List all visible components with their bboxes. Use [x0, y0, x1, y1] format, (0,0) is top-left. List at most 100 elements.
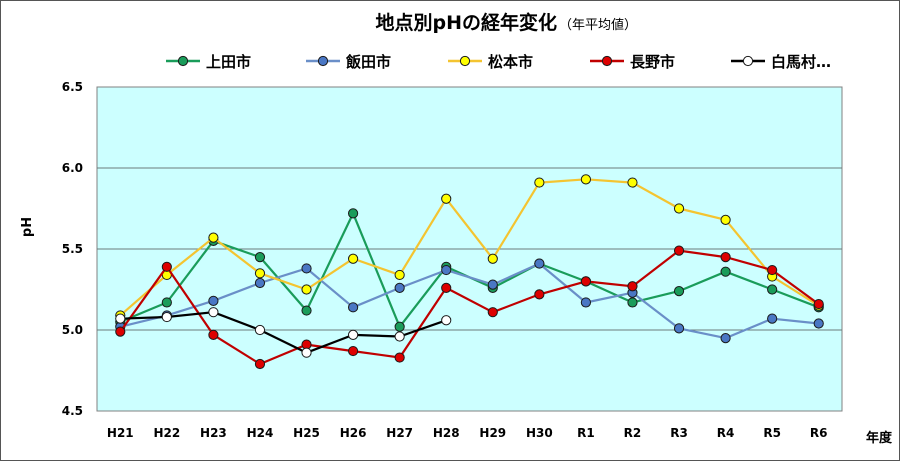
data-point	[441, 282, 452, 293]
data-point	[115, 326, 126, 337]
data-point	[580, 174, 592, 185]
legend-label: 長野市	[630, 53, 675, 71]
legend-marker	[177, 55, 189, 67]
y-tick-label: 5.5	[62, 242, 83, 256]
x-tick-label: H21	[107, 426, 134, 440]
data-point	[813, 298, 824, 310]
gridlines	[97, 167, 842, 331]
legend-marker	[601, 55, 613, 67]
data-point	[720, 333, 731, 344]
data-point	[208, 232, 219, 243]
data-point	[394, 352, 405, 363]
data-point	[347, 302, 359, 313]
data-point	[301, 263, 312, 274]
legend-item: 長野市	[590, 53, 675, 71]
data-point	[301, 347, 312, 358]
data-point	[301, 284, 312, 295]
x-tick-label: H29	[479, 426, 506, 440]
x-tick-label: H26	[340, 426, 367, 440]
x-tick-label: H22	[153, 426, 180, 440]
series-layer	[115, 174, 824, 370]
x-tick-label: R3	[670, 426, 688, 440]
y-tick-label: 6.0	[62, 161, 83, 175]
x-tick-label: R2	[624, 426, 642, 440]
x-tick-label: R4	[717, 426, 735, 440]
data-point	[580, 276, 592, 287]
data-point	[208, 295, 219, 306]
x-tick-label: R6	[810, 426, 828, 440]
data-point	[720, 214, 731, 225]
data-point	[254, 252, 266, 263]
data-point	[627, 177, 638, 188]
data-point	[487, 307, 498, 318]
data-point	[673, 323, 685, 334]
data-point	[161, 261, 172, 272]
x-tick-label: R1	[577, 426, 595, 440]
data-point	[301, 305, 312, 316]
series-2	[115, 258, 824, 344]
data-point	[208, 307, 219, 318]
data-point	[161, 311, 172, 323]
data-point	[208, 329, 219, 340]
legend-item: 白馬村…	[731, 53, 831, 71]
legend-marker	[742, 55, 754, 67]
data-point	[441, 315, 452, 326]
y-tick-label: 4.5	[62, 404, 83, 418]
x-tick-label: H25	[293, 426, 320, 440]
data-point	[720, 266, 731, 277]
data-point	[767, 264, 778, 276]
legend-item: 松本市	[448, 53, 533, 71]
x-tick-label: H30	[526, 426, 553, 440]
series-3	[115, 174, 824, 321]
data-point	[534, 177, 545, 188]
data-point	[347, 345, 359, 357]
data-point	[441, 193, 452, 204]
y-tick-label: 6.5	[62, 80, 83, 94]
data-point	[347, 253, 359, 264]
legend-label: 松本市	[488, 53, 533, 71]
data-point	[347, 208, 359, 219]
legend-item: 飯田市	[306, 53, 391, 71]
series-line	[120, 311, 447, 354]
data-point	[115, 313, 126, 324]
chart-subtitle: （年平均値）	[559, 17, 637, 33]
x-tick-label: R5	[763, 426, 781, 440]
data-point	[627, 297, 638, 308]
legend-label: 上田市	[206, 53, 251, 71]
data-point	[813, 318, 824, 329]
data-point	[394, 269, 405, 281]
data-point	[161, 297, 172, 308]
data-point	[441, 264, 452, 276]
legend: 上田市 飯田市 松本市 長野市 白馬村…	[166, 53, 831, 71]
data-point	[254, 358, 266, 370]
data-point	[767, 284, 778, 295]
chart-title: 地点別pHの経年変化 （年平均値）	[375, 11, 637, 34]
series-line	[120, 262, 819, 340]
series-5	[115, 307, 452, 358]
series-line	[119, 249, 820, 366]
legend-marker	[317, 55, 329, 67]
legend-label: 飯田市	[345, 53, 391, 71]
data-point	[394, 282, 405, 293]
x-tick-label: H24	[247, 426, 274, 440]
data-point	[720, 252, 731, 263]
data-point	[673, 203, 685, 214]
series-line	[119, 178, 820, 317]
data-point	[534, 258, 545, 269]
data-point	[534, 289, 545, 300]
x-axis-title: 年度	[866, 430, 893, 446]
legend-label: 白馬村…	[771, 53, 831, 71]
legend-marker	[459, 55, 471, 67]
x-tick-label: H28	[433, 426, 460, 440]
data-point	[673, 245, 685, 256]
series-4	[115, 245, 824, 370]
data-point	[487, 279, 498, 290]
x-axis-ticks: H21 H22 H23 H24 H25 H26 H27 H28 H29 H30 R1 R2 R3 R4 R5…	[107, 426, 828, 440]
data-point	[767, 313, 778, 324]
y-axis-title: pH	[20, 217, 35, 237]
data-point	[627, 281, 638, 292]
data-point	[394, 331, 405, 342]
data-point	[580, 297, 592, 308]
